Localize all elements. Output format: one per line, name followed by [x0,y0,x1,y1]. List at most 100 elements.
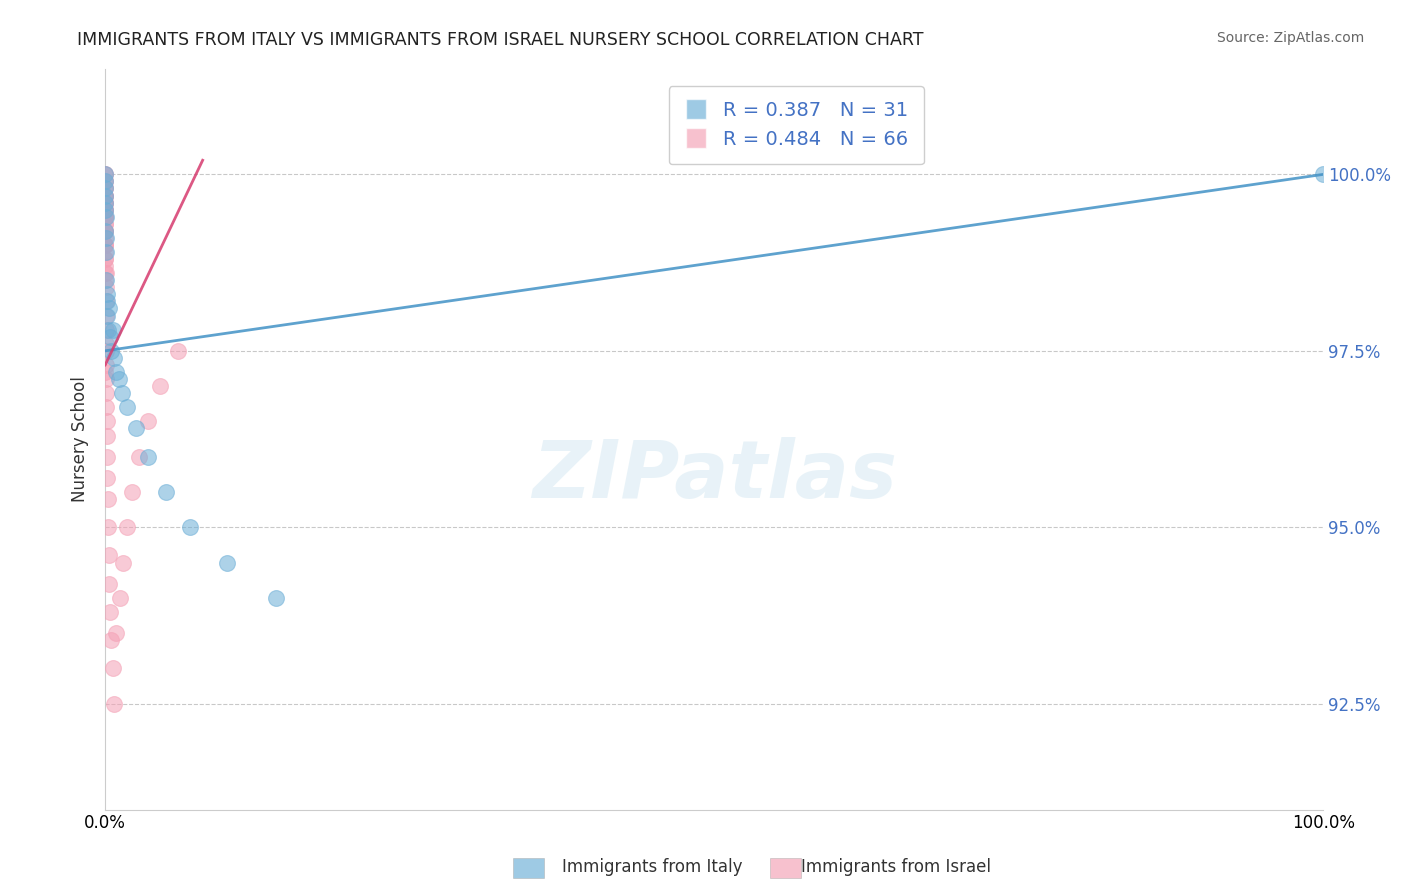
Point [94,224,117,238]
Point [96,309,118,323]
Point [94,210,117,224]
Point [94,280,117,294]
Point [94,336,117,351]
Point [101,323,124,337]
Point [94,238,117,252]
Point [215,556,238,570]
Point [94,252,117,266]
Point [94,210,117,224]
Point [94,195,117,210]
Point [167,343,190,358]
Point [264,591,287,605]
Point [98,576,121,591]
Point [94,365,117,379]
Point [94,174,117,188]
Text: Immigrants from Israel: Immigrants from Israel [801,858,991,876]
Point [155,485,177,500]
Point [1312,167,1334,181]
Point [97,491,120,506]
Point [103,351,125,365]
Point [179,520,201,534]
Point [94,188,117,202]
Point [94,245,117,260]
Text: Source: ZipAtlas.com: Source: ZipAtlas.com [1216,31,1364,45]
Point [94,167,117,181]
Point [136,450,159,464]
Point [94,202,117,217]
Point [149,379,172,393]
Point [94,238,117,252]
Point [94,210,117,224]
Point [115,401,138,415]
Point [94,266,117,280]
Point [97,323,120,337]
Point [94,358,117,372]
Point [94,210,117,224]
Point [94,343,117,358]
Point [94,181,117,195]
Point [94,174,117,188]
Point [94,202,117,217]
Point [98,605,121,619]
Point [94,231,117,245]
Point [94,195,117,210]
Point [115,520,138,534]
Point [98,329,121,343]
Text: IMMIGRANTS FROM ITALY VS IMMIGRANTS FROM ISRAEL NURSERY SCHOOL CORRELATION CHART: IMMIGRANTS FROM ITALY VS IMMIGRANTS FROM… [77,31,924,49]
Point [94,224,117,238]
Point [94,181,117,195]
Point [96,401,118,415]
Point [94,266,117,280]
Point [96,450,118,464]
Legend: R = 0.387   N = 31, R = 0.484   N = 66: R = 0.387 N = 31, R = 0.484 N = 66 [669,86,924,164]
Point [97,549,120,563]
Text: Immigrants from Italy: Immigrants from Italy [562,858,742,876]
Point [136,414,159,428]
Point [124,421,146,435]
Point [94,174,117,188]
Point [94,252,117,266]
Point [96,386,118,401]
Point [96,273,118,287]
Text: ZIPatlas: ZIPatlas [531,437,897,515]
Point [107,372,129,386]
Point [94,245,117,260]
Point [103,697,125,711]
Point [94,188,117,202]
Point [94,202,117,217]
Point [96,372,118,386]
Point [94,224,117,238]
Point [94,188,117,202]
Point [96,471,118,485]
Point [108,591,131,605]
Point [112,556,135,570]
Point [105,626,128,640]
Point [96,287,118,301]
Point [97,301,120,316]
Point [94,202,117,217]
Point [94,217,117,231]
Point [94,224,117,238]
Point [94,323,117,337]
Y-axis label: Nursery School: Nursery School [72,376,89,502]
Point [128,450,150,464]
Point [94,309,117,323]
Point [94,294,117,309]
Point [94,181,117,195]
Point [100,633,122,648]
Point [94,167,117,181]
Point [111,386,134,401]
Point [94,188,117,202]
Point [94,231,117,245]
Point [96,414,118,428]
Point [105,365,128,379]
Point [94,217,117,231]
Point [121,485,143,500]
Point [96,294,118,309]
Point [94,195,117,210]
Point [94,238,117,252]
Point [94,195,117,210]
Point [100,343,122,358]
Point [94,259,117,273]
Point [94,167,117,181]
